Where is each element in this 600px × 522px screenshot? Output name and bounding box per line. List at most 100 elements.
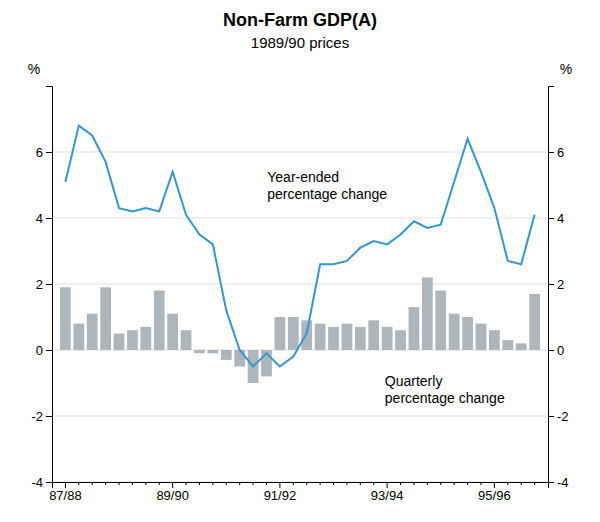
tick-mark xyxy=(186,482,187,485)
tick-mark xyxy=(105,482,106,485)
annotation-line: Quarterly xyxy=(385,373,443,389)
tick-mark xyxy=(46,416,52,417)
bar xyxy=(167,314,178,350)
tick-mark xyxy=(46,284,52,285)
tick-label: 89/90 xyxy=(156,488,189,503)
tick xyxy=(212,482,213,485)
tick-mark xyxy=(548,416,554,417)
tick-mark xyxy=(440,482,441,485)
tick-label: -2 xyxy=(557,409,569,424)
tick-mark xyxy=(293,482,294,485)
tick xyxy=(92,482,93,485)
tick-mark xyxy=(534,482,535,485)
title: Non-Farm GDP(A) xyxy=(223,10,377,30)
tick: 87/88 xyxy=(49,482,82,503)
axis-line xyxy=(46,87,53,483)
tick xyxy=(159,482,160,485)
bar xyxy=(100,287,111,350)
tick-label: 4 xyxy=(557,211,564,226)
tick-label: 2 xyxy=(557,277,564,292)
bar xyxy=(127,330,138,350)
tick-mark xyxy=(413,482,414,485)
tick-mark xyxy=(172,482,173,488)
tick: 0 xyxy=(36,343,52,358)
plot-area xyxy=(60,126,540,383)
bar xyxy=(449,314,460,350)
tick-mark xyxy=(548,284,554,285)
bar xyxy=(234,350,245,367)
tick-mark xyxy=(467,482,468,485)
tick xyxy=(360,482,361,485)
bar xyxy=(355,327,366,350)
tick-mark xyxy=(521,482,522,485)
tick-label: -4 xyxy=(557,475,569,490)
bar xyxy=(502,340,513,350)
tick-label: 4 xyxy=(36,211,43,226)
tick: 4 xyxy=(36,211,52,226)
annotation-line: percentage change xyxy=(267,186,387,202)
tick-mark xyxy=(400,482,401,485)
tick-label: -2 xyxy=(31,409,43,424)
tick-mark xyxy=(333,482,334,485)
tick-mark xyxy=(226,482,227,485)
tick xyxy=(480,482,481,485)
tick xyxy=(293,482,294,485)
annotation-line: percentage change xyxy=(385,390,505,406)
bar xyxy=(315,324,326,350)
tick-mark xyxy=(494,482,495,488)
grid-line xyxy=(52,416,548,417)
tick xyxy=(266,482,267,485)
tick-label: 93/94 xyxy=(371,488,404,503)
tick-mark xyxy=(427,482,428,485)
grid-line xyxy=(52,218,548,219)
subtitle: 1989/90 prices xyxy=(251,34,349,51)
bar-series xyxy=(60,277,540,383)
tick-mark xyxy=(132,482,133,485)
grid-line xyxy=(52,284,548,285)
tick-mark xyxy=(548,350,554,351)
tick-mark xyxy=(46,218,52,219)
bar xyxy=(529,294,540,350)
tick: -4 xyxy=(548,475,569,490)
tick-mark xyxy=(507,482,508,485)
tick-label: 2 xyxy=(36,277,43,292)
tick-mark xyxy=(266,482,267,485)
bar xyxy=(140,327,151,350)
tick-mark xyxy=(92,482,93,485)
axis-line xyxy=(549,87,555,483)
tick: -4 xyxy=(31,475,52,490)
grid xyxy=(52,152,548,482)
tick-label: 95/96 xyxy=(478,488,511,503)
bar xyxy=(422,277,433,350)
tick: 2 xyxy=(36,277,52,292)
bar xyxy=(476,324,487,350)
tick: 95/96 xyxy=(478,482,511,503)
bar xyxy=(154,291,165,350)
tick-mark xyxy=(253,482,254,485)
bar xyxy=(489,330,500,350)
tick-mark xyxy=(360,482,361,485)
tick xyxy=(105,482,106,485)
tick xyxy=(373,482,374,485)
tick: 6 xyxy=(36,145,52,160)
bar xyxy=(516,343,527,350)
tick-mark xyxy=(159,482,160,485)
tick-mark xyxy=(46,152,52,153)
tick-mark xyxy=(320,482,321,485)
tick-mark xyxy=(46,350,52,351)
tick xyxy=(132,482,133,485)
annotation-line: Year-ended xyxy=(267,169,339,185)
tick xyxy=(119,482,120,485)
tick xyxy=(333,482,334,485)
tick xyxy=(346,482,347,485)
tick xyxy=(413,482,414,485)
tick: 2 xyxy=(548,277,564,292)
tick-label: 0 xyxy=(557,343,564,358)
tick-mark xyxy=(145,482,146,485)
bar xyxy=(288,317,299,350)
bar xyxy=(435,291,446,350)
chart: Non-Farm GDP(A) 1989/90 prices 87/88 89/90 9… xyxy=(0,0,600,522)
tick xyxy=(427,482,428,485)
tick-mark xyxy=(212,482,213,485)
tick-label: 0 xyxy=(36,343,43,358)
